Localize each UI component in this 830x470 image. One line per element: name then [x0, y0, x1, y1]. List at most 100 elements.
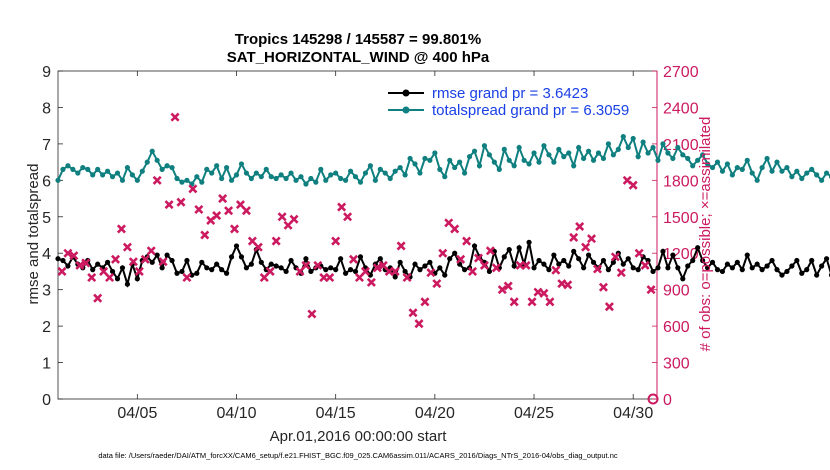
- obs-assimilated-marker: [134, 266, 144, 276]
- series-0-point: [749, 265, 755, 271]
- series-1-point: [794, 168, 800, 174]
- obs-assimilated-marker: [497, 285, 507, 295]
- series-0-point: [412, 261, 418, 267]
- series-0-point: [734, 259, 740, 265]
- series-1-point: [209, 170, 215, 176]
- obs-assimilated-marker: [420, 297, 430, 307]
- series-0-point: [119, 265, 126, 271]
- series-0-point: [590, 259, 597, 265]
- series-0-point: [174, 270, 180, 276]
- obs-assimilated-marker: [575, 221, 585, 232]
- obs-assimilated-marker: [69, 251, 79, 261]
- series-0-point: [506, 246, 512, 253]
- series-0-point: [635, 267, 641, 273]
- series-1-point: [799, 175, 805, 182]
- series-1-point: [318, 166, 324, 172]
- y-left-tick-label: 6: [42, 173, 51, 190]
- series-1-point: [387, 175, 393, 182]
- series-1-point: [298, 174, 304, 180]
- series-0-point: [422, 263, 428, 269]
- series-0-point: [625, 256, 631, 262]
- series-0-point: [724, 261, 731, 267]
- series-0-point: [764, 263, 770, 269]
- series-0-point: [109, 268, 116, 275]
- y-right-tick-label: 0: [663, 392, 672, 409]
- series-1-point: [496, 166, 502, 172]
- obs-assimilated-marker: [349, 254, 359, 264]
- series-1-point: [219, 175, 225, 182]
- series-1-point: [328, 172, 334, 178]
- series-0-point: [447, 256, 453, 262]
- series-1-point: [184, 177, 190, 183]
- series-0-point: [60, 257, 66, 264]
- obs-assimilated-marker: [116, 224, 126, 234]
- obs-assimilated-marker: [503, 281, 513, 291]
- series-1-point: [759, 164, 765, 171]
- obs-assimilated-marker: [140, 254, 150, 264]
- obs-assimilated-marker: [479, 260, 489, 270]
- data-file-footnote: data file: /Users/raeder/DAI/ATM_forcXX/…: [98, 451, 618, 460]
- series-0-point: [690, 257, 696, 264]
- obs-assimilated-marker: [462, 236, 472, 246]
- series-0-point: [258, 259, 264, 265]
- series-0-point: [209, 267, 215, 273]
- series-1-point: [744, 157, 750, 163]
- series-0-point: [605, 267, 612, 273]
- series-1-point: [238, 161, 245, 167]
- obs-assimilated-marker: [176, 197, 186, 207]
- series-1-point: [749, 170, 755, 176]
- series-1-point: [333, 170, 339, 176]
- series-1-point: [139, 168, 145, 174]
- obs-assimilated-marker: [450, 224, 460, 234]
- series-1-point: [581, 155, 587, 162]
- series-1-point: [754, 177, 760, 183]
- series-1-point: [447, 157, 453, 163]
- chart-title: Tropics 145298 / 145587 = 99.801%: [235, 31, 481, 48]
- y-right-tick-label: 2400: [663, 100, 699, 117]
- series-0-point: [794, 257, 800, 264]
- series-0-point: [700, 257, 706, 264]
- series-1-point: [615, 146, 621, 152]
- obs-assimilated-marker: [527, 297, 537, 307]
- series-1-point: [640, 139, 646, 145]
- series-0-point: [759, 267, 765, 273]
- series-1-point: [625, 144, 631, 151]
- series-1-point: [432, 150, 438, 156]
- obs-assimilated-marker: [265, 266, 275, 276]
- series-1-point: [571, 163, 577, 169]
- series-1-point: [407, 155, 413, 162]
- series-1-point: [551, 159, 557, 165]
- series-0-point: [194, 270, 200, 276]
- series-1-point: [635, 154, 641, 160]
- series-1-point: [233, 172, 240, 178]
- obs-assimilated-marker: [259, 272, 269, 283]
- obs-assimilated-marker: [289, 214, 299, 224]
- series-1-point: [526, 161, 532, 167]
- series-0-point: [823, 256, 830, 262]
- series-0-point: [680, 276, 686, 282]
- series-0-point: [278, 265, 284, 271]
- series-1-point: [90, 172, 96, 178]
- obs-assimilated-marker: [640, 260, 650, 270]
- series-0-point: [323, 267, 329, 273]
- series-1-point: [303, 181, 309, 187]
- series-0-point: [189, 272, 195, 278]
- series-1-point: [109, 174, 116, 180]
- series-1-point: [566, 150, 572, 156]
- series-0-point: [581, 265, 587, 271]
- series-0-point: [714, 267, 721, 273]
- series-1-point: [476, 163, 483, 169]
- obs-assimilated-marker: [485, 246, 495, 256]
- series-1-point: [288, 170, 294, 176]
- series-1-point: [804, 170, 810, 176]
- series-1-point: [342, 177, 349, 183]
- obs-assimilated-marker: [235, 200, 245, 210]
- series-1-point: [169, 164, 175, 171]
- series-1-point: [511, 163, 517, 169]
- series-1-point: [610, 152, 616, 158]
- series-0-point: [774, 267, 780, 273]
- series-0-point: [357, 254, 364, 260]
- series-0-point: [670, 252, 676, 258]
- series-1-point: [80, 164, 86, 171]
- series-0-point: [352, 268, 359, 275]
